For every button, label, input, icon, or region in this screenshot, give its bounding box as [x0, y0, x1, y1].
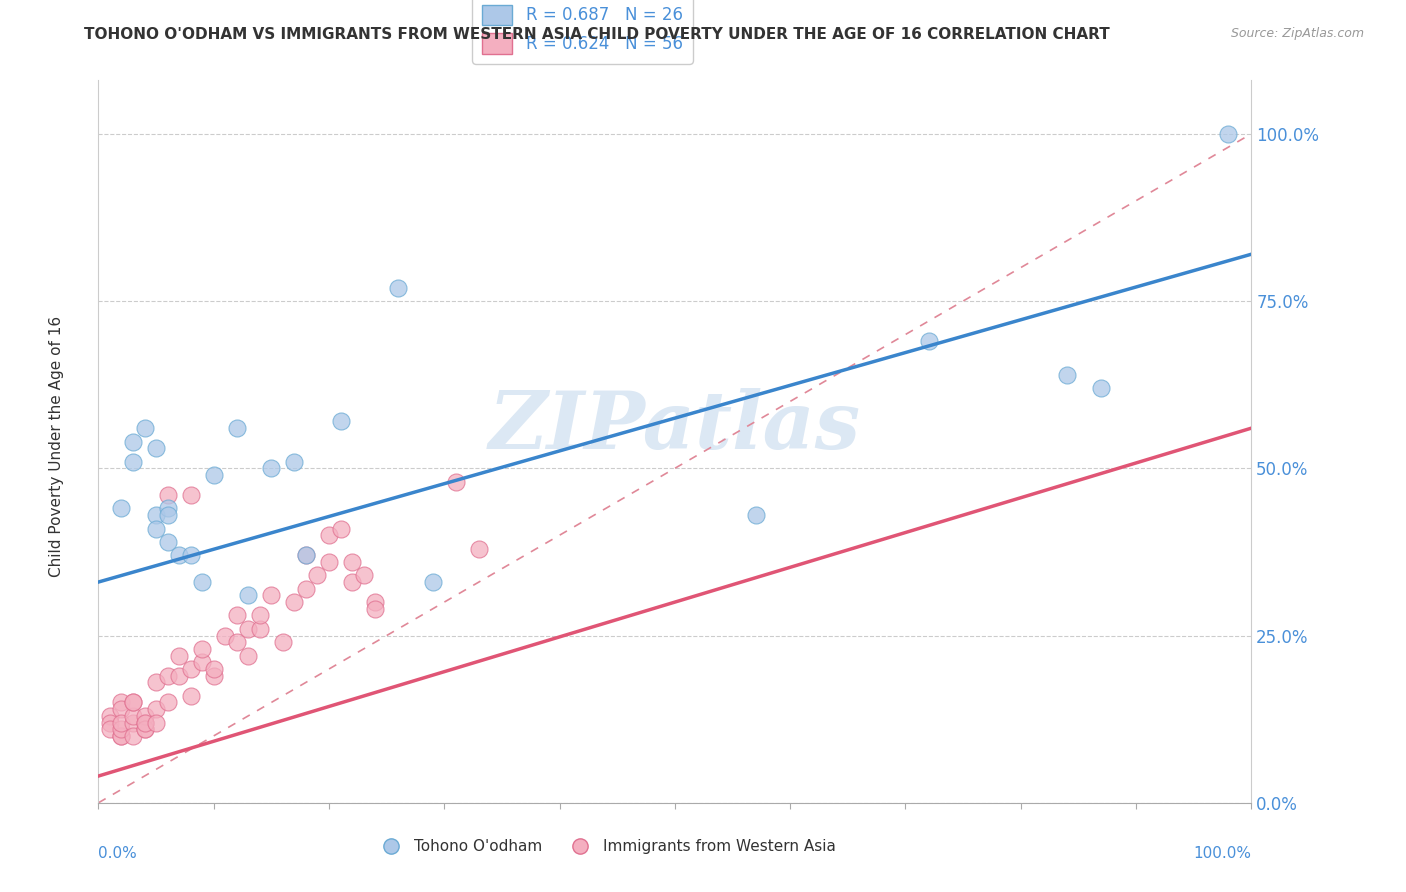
Point: [122, 696, 145, 710]
Point: [191, 575, 214, 590]
Point: [214, 628, 236, 642]
Point: [340, 555, 363, 569]
Point: [122, 696, 145, 710]
Text: Source: ZipAtlas.com: Source: ZipAtlas.com: [1230, 27, 1364, 40]
Point: [318, 555, 340, 569]
Point: [180, 662, 202, 676]
Point: [167, 669, 190, 683]
Point: [387, 281, 409, 295]
Point: [134, 708, 156, 723]
Point: [156, 508, 179, 523]
Point: [225, 421, 247, 435]
Point: [110, 501, 132, 516]
Point: [283, 595, 305, 609]
Point: [307, 568, 329, 582]
Point: [145, 702, 167, 716]
Text: ZIPatlas: ZIPatlas: [489, 388, 860, 466]
Point: [122, 708, 145, 723]
Point: [110, 723, 132, 737]
Point: [238, 589, 260, 603]
Point: [110, 696, 132, 710]
Point: [180, 488, 202, 502]
Point: [329, 521, 352, 535]
Point: [156, 534, 179, 549]
Point: [260, 589, 283, 603]
Point: [1218, 127, 1240, 141]
Point: [353, 568, 375, 582]
Point: [260, 461, 283, 475]
Point: [122, 715, 145, 730]
Point: [202, 669, 225, 683]
Point: [744, 508, 766, 523]
Text: TOHONO O'ODHAM VS IMMIGRANTS FROM WESTERN ASIA CHILD POVERTY UNDER THE AGE OF 16: TOHONO O'ODHAM VS IMMIGRANTS FROM WESTER…: [84, 27, 1111, 42]
Point: [134, 723, 156, 737]
Point: [145, 521, 167, 535]
Point: [156, 696, 179, 710]
Point: [110, 729, 132, 743]
Point: [110, 729, 132, 743]
Point: [329, 414, 352, 429]
Point: [295, 548, 318, 563]
Point: [364, 602, 387, 616]
Text: 100.0%: 100.0%: [1194, 847, 1251, 861]
Point: [191, 655, 214, 669]
Point: [283, 455, 305, 469]
Point: [917, 334, 939, 349]
Point: [134, 715, 156, 730]
Point: [134, 723, 156, 737]
Point: [98, 715, 121, 730]
Point: [238, 622, 260, 636]
Point: [156, 501, 179, 516]
Point: [98, 723, 121, 737]
Point: [422, 575, 444, 590]
Point: [340, 575, 363, 590]
Point: [1090, 381, 1112, 395]
Point: [191, 642, 214, 657]
Point: [364, 595, 387, 609]
Point: [110, 702, 132, 716]
Point: [271, 635, 294, 649]
Point: [295, 582, 318, 596]
Point: [145, 508, 167, 523]
Point: [156, 488, 179, 502]
Point: [225, 608, 247, 623]
Point: [468, 541, 491, 556]
Point: [122, 729, 145, 743]
Point: [444, 475, 467, 489]
Point: [318, 528, 340, 542]
Point: [156, 669, 179, 683]
Point: [225, 635, 247, 649]
Point: [122, 434, 145, 449]
Point: [167, 648, 190, 663]
Legend: Tohono O'odham, Immigrants from Western Asia: Tohono O'odham, Immigrants from Western …: [370, 833, 842, 860]
Point: [145, 675, 167, 690]
Point: [167, 548, 190, 563]
Point: [249, 608, 271, 623]
Point: [134, 715, 156, 730]
Point: [202, 467, 225, 482]
Point: [180, 548, 202, 563]
Point: [202, 662, 225, 676]
Point: [145, 715, 167, 730]
Point: [98, 708, 121, 723]
Text: 0.0%: 0.0%: [98, 847, 138, 861]
Point: [134, 421, 156, 435]
Text: Child Poverty Under the Age of 16: Child Poverty Under the Age of 16: [49, 316, 63, 576]
Point: [249, 622, 271, 636]
Point: [145, 442, 167, 455]
Point: [238, 648, 260, 663]
Point: [110, 715, 132, 730]
Point: [180, 689, 202, 703]
Point: [122, 455, 145, 469]
Point: [295, 548, 318, 563]
Point: [1056, 368, 1078, 382]
